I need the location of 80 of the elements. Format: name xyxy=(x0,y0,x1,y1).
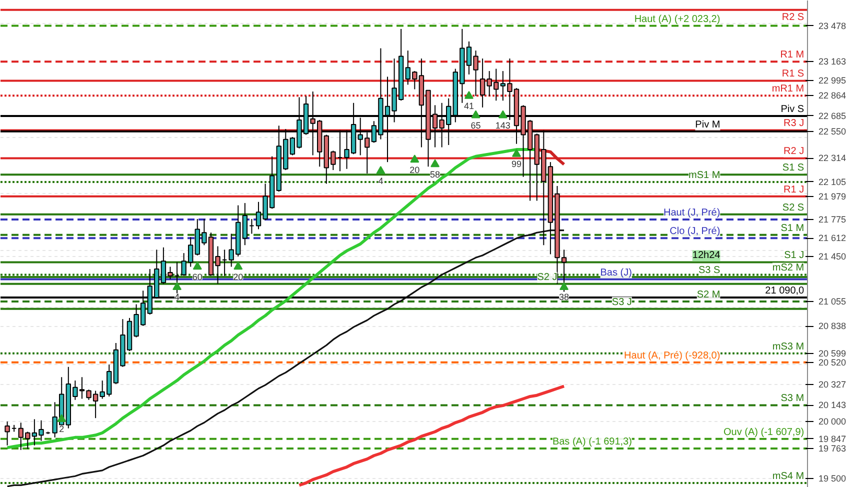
annotation: 41 xyxy=(464,101,474,112)
y-tick-label: 20 327 xyxy=(818,379,846,390)
ref-line-label: S2 J xyxy=(537,272,558,283)
point xyxy=(376,166,386,174)
ref-line-label: R1 S xyxy=(782,68,804,80)
ref-line-label: S1 M xyxy=(780,222,804,234)
ref-line-label: mS1 M xyxy=(688,170,720,181)
point xyxy=(498,110,508,118)
point xyxy=(512,148,521,157)
candlestick xyxy=(561,249,567,292)
ref-line-label: mR1 M xyxy=(772,84,804,95)
ref-line-label: S2 M xyxy=(696,289,720,300)
ref-line-label: mS3 M xyxy=(772,341,804,352)
ref-line-label: Bas (A) (-1 691,3) xyxy=(552,436,632,448)
ref-line-label: R1 M xyxy=(780,50,804,61)
ref-line-label: 21 090,0 xyxy=(765,285,805,296)
annotation: 4 xyxy=(378,176,384,186)
ref-line-label: R2 J xyxy=(784,146,804,158)
y-tick-label: 20 000 xyxy=(818,416,846,427)
y-tick-label: 23 478 xyxy=(818,20,846,31)
annotation: 20 xyxy=(410,164,420,175)
ref-line-label: mS2 M xyxy=(772,262,804,274)
ref-line-label: Clo (J, Pré) xyxy=(670,226,720,238)
ref-line-label: S3 M xyxy=(780,393,804,404)
y-tick-label: 21 055 xyxy=(818,296,846,306)
y-tick-label: 19 763 xyxy=(818,443,846,454)
ref-line-label: Ouv (A) (-1 607,9) xyxy=(724,426,804,438)
ref-line-label: Bas (J) xyxy=(600,267,632,278)
candlestick xyxy=(242,202,248,246)
y-tick-label: 22 864 xyxy=(818,90,846,101)
ref-line-label: S1 S xyxy=(782,162,804,174)
ref-line-label: mS4 M xyxy=(772,470,804,482)
ref-line-label: S1 J xyxy=(784,250,804,262)
candlestick xyxy=(4,421,10,446)
y-tick-label: 21 979 xyxy=(818,191,846,202)
point xyxy=(464,90,474,99)
y-tick-label: 19 847 xyxy=(818,434,846,444)
point xyxy=(471,110,480,118)
y-tick-label: 20 838 xyxy=(818,321,846,332)
ref-line-label: S3 J xyxy=(612,296,632,308)
y-tick-label: 20 143 xyxy=(818,400,846,410)
point xyxy=(410,154,420,163)
annotation: 20 xyxy=(233,272,244,282)
y-tick-label: 23 163 xyxy=(818,56,846,67)
ref-line-label: Haut (J, Pré) xyxy=(664,208,720,219)
annotation: 2 xyxy=(59,424,64,434)
y-tick-label: 22 995 xyxy=(818,76,846,86)
point xyxy=(192,262,202,270)
y-tick-label: 19 500 xyxy=(818,473,846,484)
ref-line-label: S2 S xyxy=(782,202,804,214)
ref-line-label: Piv M xyxy=(695,119,720,130)
y-tick-label: 21 612 xyxy=(818,233,846,244)
annotation: 4 xyxy=(174,292,180,302)
point xyxy=(172,282,182,290)
annotation: 60 xyxy=(192,272,202,282)
y-tick-label: 22 550 xyxy=(818,126,846,136)
ref-line-label: Piv S xyxy=(780,104,804,115)
ref-line-label: S3 S xyxy=(698,265,721,276)
annotation: 99 xyxy=(511,159,522,170)
point xyxy=(57,414,66,422)
y-tick-label: 20 599 xyxy=(818,348,846,358)
annotation: 65 xyxy=(470,120,481,130)
point xyxy=(234,262,243,270)
y-tick-label: 22 105 xyxy=(818,176,846,187)
ref-line-label: Haut (A) (+2 023,2) xyxy=(634,14,720,25)
y-tick-label: 22 314 xyxy=(818,153,846,164)
annotation: 143 xyxy=(495,120,510,130)
annotation: 38 xyxy=(559,292,570,302)
point xyxy=(560,282,569,290)
text: 12h24 xyxy=(692,250,721,262)
ref-line-label: Haut (A, Pré) (-928,0) xyxy=(624,350,720,362)
annotation: 58 xyxy=(430,169,440,180)
point xyxy=(430,159,440,168)
y-tick-label: 21 775 xyxy=(818,214,846,225)
y-tick-label: 20 520 xyxy=(818,357,846,368)
ref-line-label: R1 J xyxy=(784,184,804,196)
y-tick-label: 21 450 xyxy=(818,252,846,262)
ref-line-label: R2 S xyxy=(782,12,804,23)
y-tick-label: 22 685 xyxy=(818,110,846,121)
ref-line-label: R3 J xyxy=(784,118,804,130)
